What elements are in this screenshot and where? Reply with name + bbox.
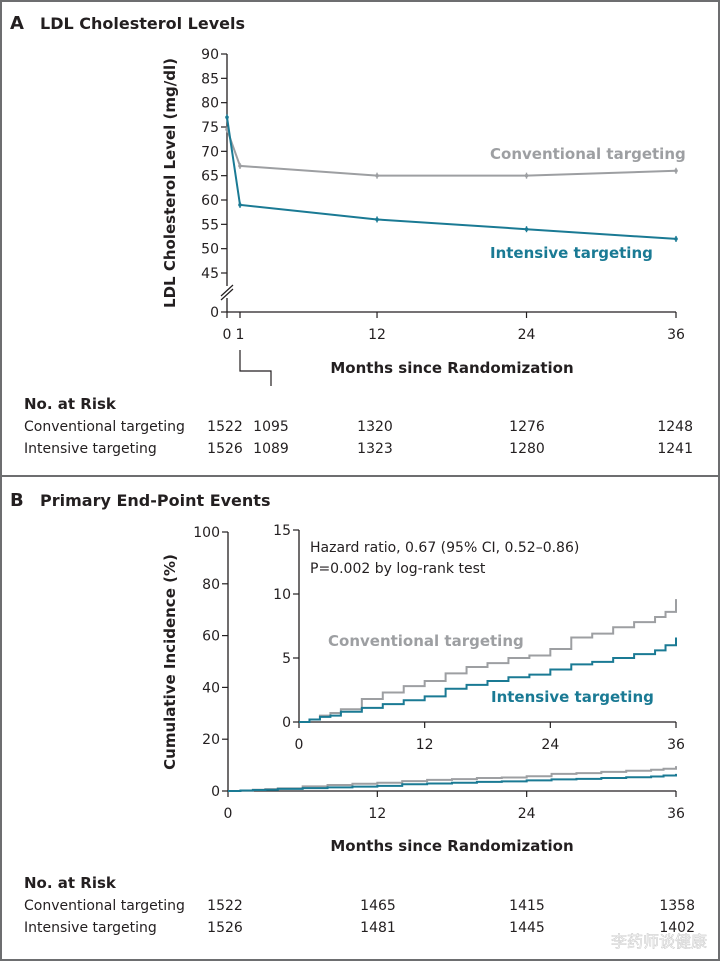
panel-a-risk-value: 1526 <box>207 441 243 457</box>
panel-a-month1-bracket <box>239 350 272 386</box>
inset-x-tick-label: 36 <box>667 737 685 753</box>
inset-y-tick-label: 15 <box>273 523 291 539</box>
panel-b-risk-value: 1522 <box>207 898 243 914</box>
panel-a-y-tick-label: 85 <box>201 71 219 87</box>
panel-b-y-tick-label: 40 <box>202 680 220 696</box>
panel-b-risk-label-conventional: Conventional targeting <box>24 898 185 914</box>
panel-b-risk-value: 1445 <box>509 920 545 936</box>
panel-a-risk-value: 1095 <box>253 419 289 435</box>
panel-b-risk-value: 1481 <box>360 920 396 936</box>
panel-a-point-intensive <box>375 217 379 222</box>
panel-a-risk-value: 1089 <box>253 441 289 457</box>
panel-a-y-tick-label: 55 <box>201 217 219 233</box>
panel-a-x-tick-label: 0 <box>223 327 232 343</box>
panel-a-y-axis-title: LDL Cholesterol Level (mg/dl) <box>161 58 179 308</box>
inset-x-tick-label: 24 <box>541 737 559 753</box>
panel-a-y-tick-label: 0 <box>210 305 219 321</box>
panel-b-risk-heading: No. at Risk <box>24 874 117 892</box>
panel-b-risk-value: 1415 <box>509 898 545 914</box>
panel-a-x-tick-label: 24 <box>518 327 536 343</box>
panel-b-title: Primary End-Point Events <box>40 491 270 510</box>
panel-b-risk-value: 1526 <box>207 920 243 936</box>
panel-a-risk-value: 1323 <box>357 441 393 457</box>
panel-a-y-tick-label: 65 <box>201 169 219 185</box>
panel-a-point-intensive <box>225 115 229 120</box>
panel-a-y-tick-label: 45 <box>201 266 219 282</box>
panel-b-y-tick-label: 60 <box>202 629 220 645</box>
inset-legend-conventional: Conventional targeting <box>328 632 524 650</box>
panel-a-point-intensive <box>524 227 529 231</box>
panel-b-y-tick-label: 20 <box>202 732 220 748</box>
panel-b-x-axis-title: Months since Randomization <box>330 837 573 855</box>
panel-b-x-tick-label: 0 <box>224 806 233 822</box>
inset-y-tick-label: 0 <box>282 715 291 731</box>
panel-a-line-intensive <box>226 117 677 240</box>
panel-b-risk-value: 1358 <box>659 898 695 914</box>
inset-y-tick-label: 10 <box>273 587 291 603</box>
inset-line-intensive <box>299 637 677 723</box>
panel-b-x-tick-label: 24 <box>518 806 536 822</box>
inset-y-tick-label: 5 <box>282 651 291 667</box>
panel-a-point-conventional <box>375 173 379 178</box>
panel-a-risk-label-intensive: Intensive targeting <box>24 441 157 457</box>
panel-a-point-conventional <box>238 164 242 168</box>
watermark: 李药师谈健康 <box>611 932 707 951</box>
panel-a-legend-conventional: Conventional targeting <box>490 145 686 163</box>
panel-a-y-tick-label: 90 <box>201 47 219 63</box>
panel-a-y-tick-label: 80 <box>201 96 219 112</box>
panel-a-risk-value: 1320 <box>357 419 393 435</box>
panel-a-point-conventional <box>674 169 678 173</box>
panel-a-risk-value: 1248 <box>657 419 693 435</box>
panel-a-legend-intensive: Intensive targeting <box>490 244 653 262</box>
panel-a-risk-value: 1241 <box>657 441 693 457</box>
panel-a-risk-value: 1522 <box>207 419 243 435</box>
panel-a-point-intensive <box>238 203 242 207</box>
panel-b-y-tick-label: 100 <box>193 525 220 541</box>
panel-a-letter: A <box>10 13 24 34</box>
panel-a-risk-value: 1280 <box>509 441 545 457</box>
panel-b-line-intensive <box>228 773 677 792</box>
panel-a-y-tick-label: 70 <box>201 144 219 160</box>
panel-a-axis-break-mark <box>220 284 234 297</box>
panel-a-y-tick-label: 60 <box>201 193 219 209</box>
panel-a-risk-label-conventional: Conventional targeting <box>24 419 185 435</box>
panel-b-letter: B <box>10 490 24 511</box>
panel-b-x-tick-label: 36 <box>667 806 685 822</box>
panel-b-risk-label-intensive: Intensive targeting <box>24 920 157 936</box>
panel-a-y-tick-label: 75 <box>201 120 219 136</box>
inset-x-tick-label: 0 <box>295 737 304 753</box>
panel-a-risk-heading: No. at Risk <box>24 395 117 413</box>
panel-a-x-tick-label: 1 <box>236 327 245 343</box>
panel-b-y-tick-label: 80 <box>202 577 220 593</box>
panel-a-x-tick-label: 36 <box>667 327 685 343</box>
panel-divider <box>0 475 720 477</box>
panel-a-point-intensive <box>674 237 678 241</box>
panel-a-x-axis-title: Months since Randomization <box>330 359 573 377</box>
panel-a-x-tick-label: 12 <box>368 327 386 343</box>
panel-b-x-tick-label: 12 <box>368 806 386 822</box>
panel-b-y-axis-title: Cumulative Incidence (%) <box>161 554 179 770</box>
panel-a-risk-value: 1276 <box>509 419 545 435</box>
panel-b-y-tick-label: 0 <box>211 784 220 800</box>
panel-a-y-tick-label: 50 <box>201 242 219 258</box>
inset-hazard-ratio: Hazard ratio, 0.67 (95% CI, 0.52–0.86) <box>310 540 579 556</box>
panel-a-point-conventional <box>524 173 529 178</box>
panel-b-risk-value: 1465 <box>360 898 396 914</box>
inset-x-tick-label: 12 <box>416 737 434 753</box>
panel-a-title: LDL Cholesterol Levels <box>40 14 245 33</box>
panel-a-axis-break-mark <box>220 288 234 301</box>
inset-legend-intensive: Intensive targeting <box>491 688 654 706</box>
inset-p-value: P=0.002 by log-rank test <box>310 561 486 577</box>
panel-b-risk-value: 1402 <box>659 920 695 936</box>
